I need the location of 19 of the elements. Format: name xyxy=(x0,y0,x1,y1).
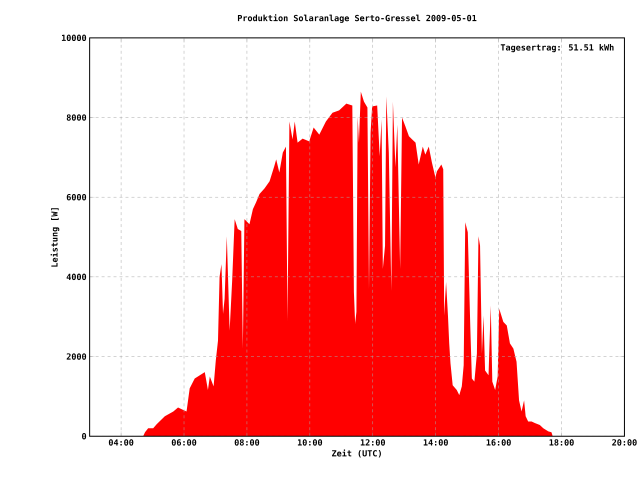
annotation: Tagesertrag: 51.51 kWh xyxy=(500,44,614,52)
y-tick-label: 2000 xyxy=(66,353,86,360)
y-tick-label: 6000 xyxy=(66,194,86,200)
x-tick-label: 14:00 xyxy=(424,439,448,446)
y-axis-title: Leistung [W] xyxy=(50,208,60,267)
x-tick-label: 20:00 xyxy=(612,439,637,446)
x-tick-label: 10:00 xyxy=(298,439,322,446)
y-tick-label: 4000 xyxy=(66,274,86,280)
chart-title: Produktion Solaranlage Serto-Gressel 2009-05-01 xyxy=(238,14,476,23)
x-axis-title: Zeit (UTC) xyxy=(332,449,381,458)
x-tick-label: 04:00 xyxy=(108,439,134,446)
x-tick-label: 12:00 xyxy=(360,439,386,446)
y-tick-label: 0 xyxy=(82,432,86,440)
y-tick-label: 10000 xyxy=(62,34,86,42)
x-tick-label: 08:00 xyxy=(234,439,260,446)
y-tick-label: 8000 xyxy=(66,114,86,121)
x-tick-label: 06:00 xyxy=(172,439,196,446)
x-tick-label: 18:00 xyxy=(550,439,574,446)
x-tick-label: 16:00 xyxy=(486,439,511,446)
